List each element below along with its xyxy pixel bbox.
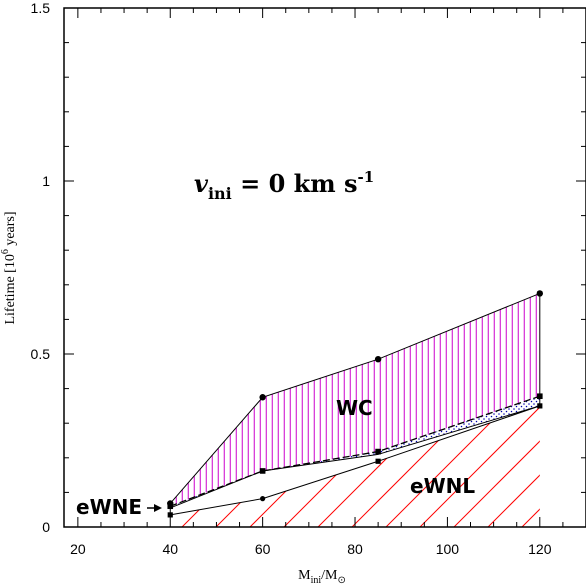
- ewnl-hatch-line: [385, 405, 540, 527]
- ewnl-hatch-line: [170, 405, 205, 527]
- ewnl-hatch-line: [170, 405, 341, 527]
- x-tick-labels: 20 40 60 80 100 120: [70, 541, 552, 557]
- ewnl-hatch-line: [0, 0, 136, 527]
- ewne-region-label: eWNE: [76, 495, 142, 519]
- ewnl-hatch-line: [170, 405, 273, 527]
- region-shading: [0, 0, 586, 527]
- ewnl-hatch-line: [170, 405, 540, 527]
- series-line-boundary: [170, 405, 540, 509]
- ewnl-hatch-line: [487, 405, 540, 527]
- x-tick-label: 60: [255, 541, 271, 557]
- axis-ticks: [64, 7, 586, 528]
- series-line-ewne-bottom: [170, 405, 540, 516]
- ewnl-hatch-line: [419, 405, 540, 527]
- data-point-square: [167, 512, 173, 518]
- ewnl-hatch-line: [170, 405, 443, 527]
- plot-frame: [63, 7, 586, 528]
- data-point-square: [537, 393, 543, 400]
- ewnl-hatch-line: [170, 405, 511, 527]
- series-layer: [167, 290, 544, 518]
- y-tick-label: 0: [42, 519, 50, 535]
- ewnl-hatch-line: [170, 405, 375, 527]
- y-tick-label: 1.5: [31, 0, 51, 16]
- ewnl-hatch-line: [556, 0, 586, 527]
- ewnl-hatch-line: [170, 405, 540, 527]
- data-point-square: [167, 503, 174, 510]
- ewnl-hatch-line: [170, 405, 239, 527]
- data-point-square: [375, 458, 381, 464]
- data-point-circle: [536, 290, 544, 297]
- ewnl-hatch-line: [170, 405, 540, 527]
- data-point-square: [537, 403, 543, 409]
- series-line-ewnl-top: [170, 395, 541, 507]
- data-point-circle: [374, 355, 382, 363]
- ewnl-hatch-line: [317, 405, 540, 527]
- ewnl-hatch-line: [453, 405, 540, 527]
- x-tick-label: 40: [162, 541, 178, 557]
- series-line-wc-top: [169, 292, 540, 504]
- data-point-circle: [260, 496, 266, 502]
- y-tick-labels: 0 0.5 1 1.5: [31, 0, 51, 535]
- data-point-circle: [259, 394, 266, 401]
- x-tick-label: 120: [528, 541, 552, 557]
- ewnl-hatch-line: [170, 405, 540, 527]
- x-axis-title: Mini/M⊙: [298, 568, 346, 586]
- data-point-square: [375, 448, 381, 455]
- x-tick-label: 20: [70, 541, 86, 557]
- wc-region-label: WC: [336, 396, 373, 420]
- velocity-annotation: vini = 0 km s-1: [194, 168, 374, 203]
- x-tick-label: 80: [347, 541, 363, 557]
- ewnl-hatch-line: [283, 405, 540, 527]
- ewnl-hatch-line: [170, 405, 409, 527]
- x-tick-label: 100: [436, 541, 460, 557]
- ewnl-hatch-line: [170, 405, 477, 527]
- y-tick-label: 1: [42, 173, 50, 189]
- y-tick-label: 0.5: [31, 346, 51, 362]
- ewne-arrow: [147, 504, 162, 512]
- ewnl-hatch-line: [170, 405, 540, 527]
- y-axis-title: Lifetime [106 years]: [0, 211, 18, 324]
- ewnl-hatch-line: [170, 405, 171, 527]
- data-point-square: [259, 468, 266, 474]
- ewnl-hatch-group: [0, 0, 586, 527]
- ewnl-region-label: eWNL: [410, 474, 475, 498]
- ewnl-hatch-line: [521, 405, 540, 527]
